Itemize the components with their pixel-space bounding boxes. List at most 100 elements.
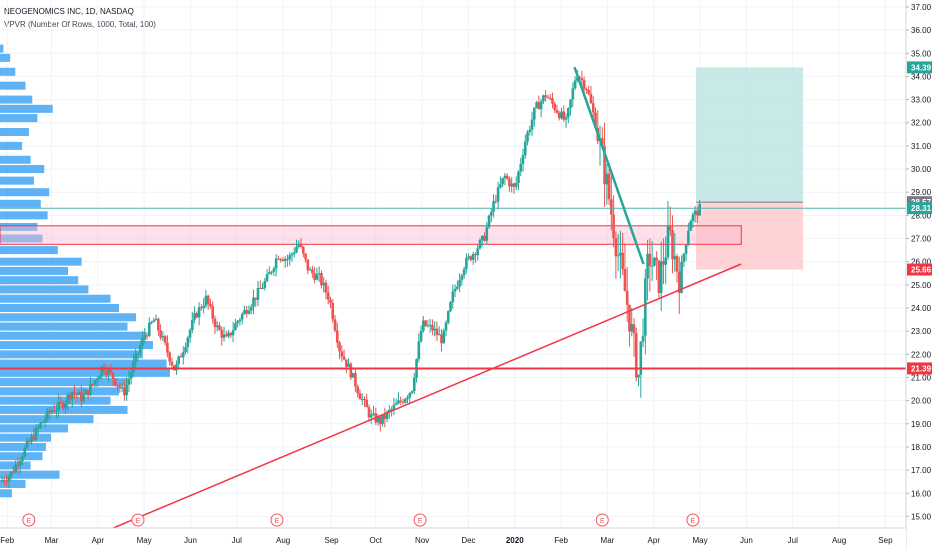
price-label-bg bbox=[907, 202, 932, 215]
candle-body bbox=[494, 200, 498, 202]
candle-body bbox=[59, 401, 63, 404]
price-tick-label: 37.00 bbox=[911, 3, 932, 12]
candle-body bbox=[453, 288, 457, 292]
candle-body bbox=[394, 403, 398, 405]
candle-body bbox=[646, 253, 649, 279]
candle-body bbox=[673, 256, 677, 260]
candle-body bbox=[46, 410, 49, 420]
candle-body bbox=[349, 363, 353, 378]
candle-body bbox=[27, 441, 31, 443]
candle-body bbox=[86, 390, 90, 395]
volume-profile-bar bbox=[0, 67, 16, 76]
candle-body bbox=[104, 371, 108, 375]
candle-body bbox=[299, 243, 303, 247]
price-tick-label: 23.00 bbox=[911, 327, 932, 336]
candle-body bbox=[150, 322, 153, 324]
candle-body bbox=[30, 436, 33, 443]
candle-body bbox=[39, 423, 42, 428]
candle-body bbox=[141, 337, 144, 346]
candle-body bbox=[410, 391, 414, 394]
price-tick-label: 29.00 bbox=[911, 188, 932, 197]
time-tick-label: 2020 bbox=[506, 536, 524, 545]
candle-body bbox=[265, 274, 269, 282]
candle-body bbox=[478, 239, 482, 249]
candle-body bbox=[449, 302, 452, 312]
candle-body bbox=[517, 171, 520, 184]
volume-profile-bar bbox=[0, 246, 58, 255]
volume-profile-bar bbox=[0, 285, 89, 294]
candle-body bbox=[50, 410, 54, 413]
volume-profile-bar bbox=[0, 442, 46, 451]
candle-body bbox=[616, 255, 620, 257]
price-label-bg bbox=[907, 263, 932, 276]
volume-profile-bar bbox=[0, 322, 128, 331]
candle-body bbox=[272, 268, 276, 272]
indicator-label: VPVR (Number Of Rows, 1000, Total, 100) bbox=[4, 20, 156, 29]
candle-body bbox=[662, 261, 665, 265]
candle-body bbox=[166, 342, 169, 353]
candle-body bbox=[401, 401, 405, 403]
volume-profile-bar bbox=[0, 489, 12, 498]
candle-body bbox=[93, 380, 97, 385]
volume-profile-bar bbox=[0, 304, 119, 312]
candle-body bbox=[322, 282, 325, 286]
candle-body bbox=[383, 414, 387, 420]
candle-body bbox=[403, 399, 407, 403]
candle-body bbox=[114, 378, 117, 386]
candle-body bbox=[557, 112, 561, 119]
candle-body bbox=[435, 328, 439, 336]
candle-body bbox=[381, 414, 384, 424]
candle-body bbox=[295, 246, 298, 253]
candle-body bbox=[68, 394, 72, 400]
candle-body bbox=[218, 325, 221, 330]
earnings-marker-icon bbox=[413, 513, 427, 527]
candle-body bbox=[202, 305, 205, 309]
candle-body bbox=[175, 364, 178, 371]
time-tick-label: Jul bbox=[788, 536, 798, 545]
candle-body bbox=[154, 318, 158, 321]
candle-body bbox=[57, 401, 60, 411]
candle-body bbox=[304, 253, 307, 260]
candle-body bbox=[143, 335, 147, 338]
candle-body bbox=[535, 102, 538, 108]
candle-body bbox=[5, 481, 8, 483]
candle-body bbox=[333, 319, 337, 331]
candle-body bbox=[546, 97, 550, 99]
candle-body bbox=[195, 313, 199, 318]
candle-body bbox=[392, 404, 396, 409]
candle-body bbox=[354, 372, 357, 387]
candle-body bbox=[499, 184, 502, 188]
resistance-band bbox=[0, 225, 742, 245]
candle-body bbox=[98, 375, 101, 380]
candle-body bbox=[569, 99, 572, 109]
candle-body bbox=[519, 163, 523, 172]
volume-profile-bar bbox=[0, 405, 128, 414]
candle-body bbox=[157, 318, 160, 331]
candle-body bbox=[372, 413, 375, 415]
candle-body bbox=[483, 235, 486, 241]
candle-body bbox=[170, 361, 174, 366]
candle-body bbox=[451, 291, 455, 303]
candle-body bbox=[3, 480, 6, 482]
candle-body bbox=[682, 253, 686, 263]
time-tick-label: Apr bbox=[92, 536, 105, 545]
candle-body bbox=[347, 363, 350, 367]
price-tick-label: 27.00 bbox=[911, 235, 932, 244]
volume-profile-bar bbox=[0, 81, 26, 90]
time-axis[interactable]: Feb Mar Apr May Jun Jul Aug Sep Oct Nov Dec 2020 Feb… bbox=[0, 513, 906, 550]
volume-profile-bar bbox=[0, 396, 111, 405]
time-tick-label: Jun bbox=[740, 536, 753, 545]
candle-body bbox=[168, 352, 171, 362]
candle-body bbox=[138, 345, 142, 354]
price-tick-label: 24.00 bbox=[911, 304, 932, 313]
candle-body bbox=[132, 361, 135, 373]
candle-body bbox=[308, 269, 312, 271]
candle-body bbox=[238, 319, 242, 322]
candle-body bbox=[544, 95, 547, 98]
volume-profile-bar bbox=[0, 359, 167, 368]
price-label-bg bbox=[907, 362, 932, 375]
time-tick-label: May bbox=[693, 536, 708, 545]
volume-profile-bar bbox=[0, 234, 43, 243]
earnings-marker-label: E bbox=[136, 518, 141, 525]
